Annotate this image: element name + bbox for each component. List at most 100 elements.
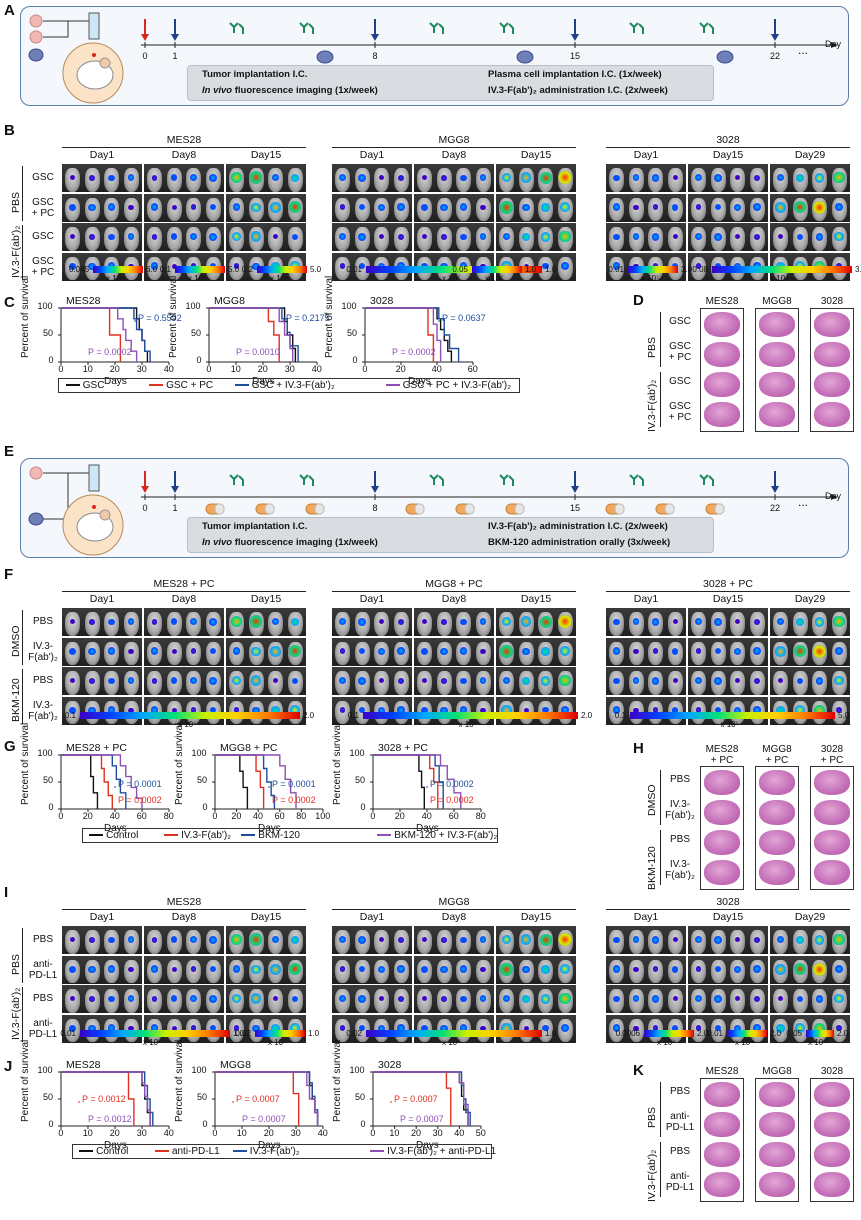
day-column-label: Day15 bbox=[520, 149, 552, 161]
brain-row-label: GSC + PC bbox=[668, 401, 692, 423]
survival-curve bbox=[373, 754, 439, 809]
signal-spot bbox=[358, 648, 366, 655]
bioluminescence-image bbox=[226, 955, 306, 984]
signal-spot bbox=[190, 707, 197, 714]
legend-item: Control bbox=[79, 1146, 128, 1157]
signal-spot bbox=[249, 933, 263, 947]
day-label: 1 bbox=[172, 503, 178, 513]
signal-spot bbox=[273, 996, 278, 1002]
signal-spot bbox=[541, 647, 550, 656]
signal-spot bbox=[441, 677, 447, 684]
scale-max: 5.0 bbox=[838, 711, 850, 720]
bioluminescence-image bbox=[606, 667, 686, 695]
signal-spot bbox=[170, 677, 178, 685]
survival-plot: 3028 + PC Percent of survival Days 0 50 100 0 2… bbox=[330, 723, 488, 839]
legend-entry: Tumor implantation I.C. bbox=[202, 521, 308, 532]
y-axis-label: Percent of survival bbox=[20, 1039, 31, 1122]
survival-curve bbox=[215, 1071, 319, 1126]
signal-spot bbox=[231, 994, 242, 1004]
row-label: GSC + PC bbox=[31, 196, 55, 219]
brain-row-label: PBS bbox=[669, 774, 690, 785]
signal-spot bbox=[233, 1025, 240, 1032]
signal-spot bbox=[651, 994, 660, 1003]
group-bracket bbox=[660, 830, 661, 885]
bioluminescence-image bbox=[226, 637, 306, 666]
signal-spot bbox=[421, 706, 428, 714]
signal-spot bbox=[190, 966, 197, 973]
brain-section bbox=[704, 770, 740, 795]
signal-spot bbox=[695, 1025, 702, 1032]
bioluminescence-image bbox=[688, 1014, 768, 1043]
signal-spot bbox=[209, 676, 217, 685]
signal-spot bbox=[778, 996, 783, 1002]
signal-spot bbox=[189, 233, 198, 241]
signal-spot bbox=[521, 994, 531, 1003]
bioluminescence-image bbox=[770, 164, 850, 192]
signal-spot bbox=[251, 646, 261, 656]
y-tick: 100 bbox=[37, 748, 53, 758]
signal-spot bbox=[290, 705, 300, 716]
bioluminescence-image bbox=[332, 926, 412, 954]
signal-spot bbox=[251, 964, 261, 974]
survival-plot: MGG8 Percent of survival Days 0 50 100 0 10 20 30… bbox=[166, 276, 330, 392]
signal-spot bbox=[209, 204, 217, 211]
brain-section bbox=[814, 1082, 850, 1107]
brain-row-label: IV.3- F(ab')₂ bbox=[665, 859, 695, 881]
row-label: IV.3- F(ab')₂ bbox=[28, 699, 58, 722]
color-scale-bar bbox=[363, 712, 578, 719]
y-tick: 0 bbox=[360, 1119, 366, 1129]
signal-spot bbox=[291, 677, 299, 684]
bioluminescence-image bbox=[144, 667, 224, 695]
signal-spot bbox=[541, 965, 550, 974]
signal-spot bbox=[459, 647, 468, 656]
scale-unit: x 10⁶ bbox=[178, 720, 197, 729]
legend-mark bbox=[478, 523, 484, 531]
signal-spot bbox=[127, 995, 135, 1003]
histology-frame bbox=[755, 766, 799, 890]
panel-letter-J: J bbox=[4, 1058, 13, 1075]
signal-spot bbox=[714, 204, 722, 211]
scale-unit: x 10⁷ bbox=[442, 274, 461, 283]
signal-spot bbox=[613, 618, 620, 625]
signal-spot bbox=[714, 707, 722, 714]
signal-spot bbox=[753, 647, 761, 655]
signal-spot bbox=[270, 963, 281, 975]
legend-G: Control IV.3-F(ab')₂ BKM-120 BKM-120 + IV.3… bbox=[82, 828, 498, 843]
bioluminescence-image bbox=[688, 926, 768, 954]
scale-min: 0.08 bbox=[692, 265, 708, 274]
legend-entry: IV.3-F(ab')₂ administration I.C. (2x/wee… bbox=[488, 521, 668, 532]
legend-label: BKM-120 bbox=[258, 830, 300, 841]
signal-spot bbox=[252, 1024, 260, 1032]
signal-spot bbox=[69, 965, 76, 973]
signal-spot bbox=[632, 677, 640, 685]
signal-spot bbox=[440, 203, 448, 211]
signal-spot bbox=[479, 677, 487, 685]
y-tick: 100 bbox=[191, 1065, 207, 1075]
bioluminescence-image bbox=[496, 696, 576, 725]
brain-section bbox=[704, 860, 740, 885]
signal-spot bbox=[521, 676, 531, 685]
signal-spot bbox=[290, 173, 300, 182]
brain-group-label: BKM-120 bbox=[646, 846, 658, 890]
brain-section bbox=[759, 1112, 795, 1137]
day-column-label: Day1 bbox=[89, 911, 115, 923]
p-value: P = 0.0012 bbox=[88, 1114, 132, 1124]
bioluminescence-image bbox=[770, 193, 850, 222]
signal-spot bbox=[70, 175, 75, 181]
signal-spot bbox=[270, 645, 281, 657]
bioluminescence-image bbox=[414, 164, 494, 192]
signal-spot bbox=[171, 1025, 177, 1031]
brain-section bbox=[814, 312, 850, 337]
legend-item: BKM-120 bbox=[241, 830, 300, 841]
bioluminescence-image bbox=[226, 985, 306, 1013]
legend-label: GSC + PC bbox=[166, 380, 214, 391]
signal-spot bbox=[795, 935, 805, 944]
legend-entry: In vivo fluorescence imaging (1x/week) bbox=[202, 85, 378, 96]
signal-spot bbox=[170, 936, 178, 944]
legend-label: GSC + IV.3-F(ab')₂ bbox=[251, 380, 335, 391]
legend-item: IV.3-F(ab')₂ bbox=[164, 830, 231, 841]
title-underline bbox=[62, 591, 306, 592]
group-bracket bbox=[22, 610, 23, 665]
signal-spot bbox=[89, 174, 95, 181]
bioluminescence-image bbox=[414, 926, 494, 954]
